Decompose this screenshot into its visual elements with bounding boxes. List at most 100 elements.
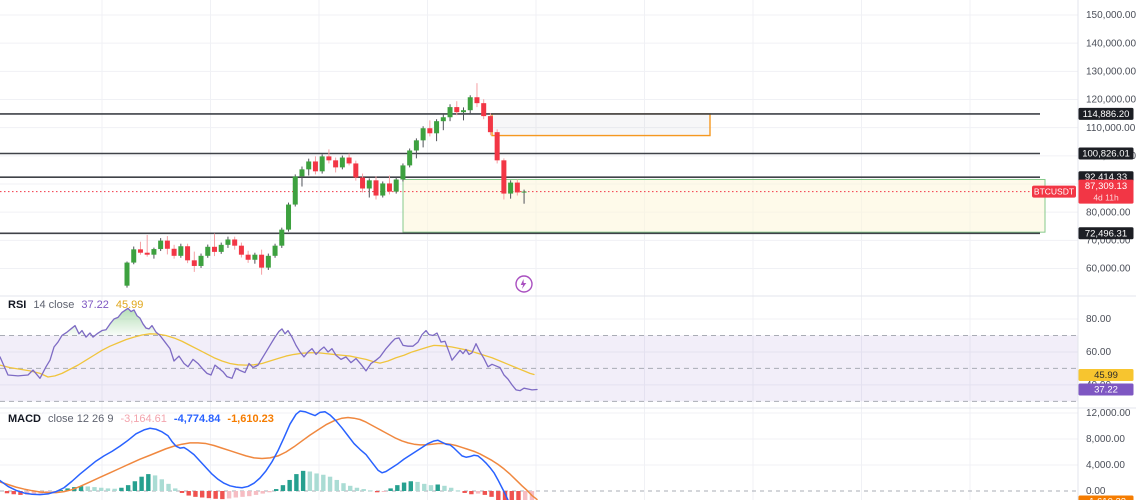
price-level-badge: [1078, 227, 1134, 240]
price-level-badge-text: 72,496.31: [1085, 228, 1127, 239]
macd-hist-bar: [300, 470, 306, 491]
lightning-event-icon[interactable]: [515, 275, 533, 293]
rsi-params: 14 close: [33, 299, 75, 311]
macd-hist-bar: [327, 476, 333, 491]
candle-down: [259, 254, 265, 268]
macd-value-badge-text: -1,610.23: [1086, 496, 1126, 500]
candle-down: [137, 249, 143, 253]
macd-histogram: [4, 470, 535, 500]
macd-hist-bar: [523, 491, 528, 500]
macd-hist-bar: [132, 481, 138, 491]
macd-hist-bar: [274, 489, 279, 491]
macd-hist-bar: [502, 491, 508, 500]
macd-hist-bar: [152, 475, 158, 491]
rsi-ma-line: [0, 333, 535, 378]
axis-tick-label: 60,000.00: [1086, 264, 1131, 275]
rsi-name: RSI: [8, 299, 27, 311]
macd-hist-bar: [496, 491, 501, 500]
macd-hist-bar: [173, 488, 178, 491]
macd-value-badge: [1078, 495, 1134, 500]
supply-zone[interactable]: [491, 113, 711, 137]
candle-down: [373, 180, 379, 196]
macd-hist-value: -3,164.61: [120, 413, 167, 425]
macd-hist-bar: [85, 486, 90, 491]
candle-up: [158, 240, 164, 250]
price-level-badge: [1078, 147, 1134, 160]
candle-up: [380, 183, 386, 196]
axis-tick-label: 110,000.00: [1086, 123, 1136, 134]
macd-hist-bar: [442, 485, 447, 491]
macd-hist-bar: [65, 488, 70, 491]
candles-layer: [124, 83, 527, 288]
last-price-text: 87,309.13: [1085, 181, 1127, 192]
candle-down: [346, 157, 352, 164]
macd-name: MACD: [8, 413, 41, 425]
macd-hist-bar: [455, 490, 461, 492]
rsi-value-badge: [1078, 369, 1134, 382]
macd-hist-bar: [314, 473, 319, 491]
macd-hist-bar: [361, 489, 366, 491]
candle-down: [454, 107, 460, 113]
axis-tick-label: 60.00: [1086, 347, 1111, 358]
candle-up: [272, 245, 278, 256]
macd-hist-bar: [435, 484, 440, 491]
macd-hist-bar: [139, 476, 144, 491]
last-price-badge: [1078, 179, 1134, 204]
macd-hist-bar: [401, 482, 407, 491]
axis-tick-label: 80,000.00: [1086, 207, 1131, 218]
macd-hist-bar: [280, 485, 286, 491]
macd-hist-bar: [105, 488, 111, 491]
macd-hist-bar: [374, 491, 380, 493]
macd-hist-bar: [119, 487, 124, 491]
candle-up: [393, 179, 399, 192]
candle-up: [286, 204, 292, 230]
macd-hist-bar: [220, 491, 225, 500]
axis-tick-label: 70,000.00: [1086, 235, 1131, 246]
macd-hist-bar: [307, 471, 313, 491]
candle-up: [413, 140, 419, 151]
candle-up: [265, 255, 271, 268]
macd-hist-bar: [482, 491, 488, 495]
macd-hist-bar: [213, 491, 218, 499]
price-level-badge-text: 100,826.01: [1082, 149, 1130, 160]
candle-down: [386, 183, 392, 192]
macd-hist-bar: [159, 479, 164, 491]
axis-tick-label: 12,000.00: [1086, 408, 1131, 419]
macd-hist-bar: [253, 491, 259, 495]
candle-up: [339, 157, 345, 168]
macd-signal-line: [0, 416, 538, 500]
candle-up: [124, 262, 130, 286]
macd-hist-bar: [247, 491, 252, 497]
candle-up: [407, 150, 413, 166]
candle-down: [144, 252, 150, 255]
candle-down: [427, 128, 433, 134]
rsi-signal-value: 45.99: [115, 299, 144, 311]
macd-line-value: -4,774.84: [173, 413, 221, 425]
macd-indicator-title[interactable]: MACD close 12 26 9 -3,164.61 -4,774.84 -…: [8, 413, 274, 425]
macd-hist-bar: [186, 491, 191, 496]
lightning-icon-bolt: [520, 279, 527, 289]
candle-down: [245, 254, 251, 260]
macd-hist-bar: [462, 491, 467, 493]
candle-up: [434, 121, 440, 134]
macd-hist-bar: [475, 491, 481, 494]
macd-hist-bar: [146, 474, 151, 491]
demand-zone[interactable]: [402, 178, 1046, 233]
macd-hist-bar: [179, 491, 185, 493]
ticker-pill: [1032, 185, 1076, 198]
axis-tick-label: 8,000.00: [1086, 434, 1125, 445]
macd-hist-bar: [287, 479, 292, 491]
candle-down: [312, 161, 318, 172]
candle-up: [178, 246, 184, 256]
candle-down: [353, 163, 359, 178]
macd-hist-bar: [388, 488, 393, 491]
macd-hist-bar: [448, 487, 454, 491]
candle-up: [279, 229, 285, 246]
rsi-indicator-title[interactable]: RSI 14 close 37.22 45.99: [8, 299, 143, 311]
axis-tick-label: 120,000.00: [1086, 95, 1136, 106]
rsi-line: [0, 307, 538, 392]
candle-down: [238, 245, 244, 255]
macd-hist-bar: [199, 491, 205, 498]
candle-down: [191, 260, 197, 266]
